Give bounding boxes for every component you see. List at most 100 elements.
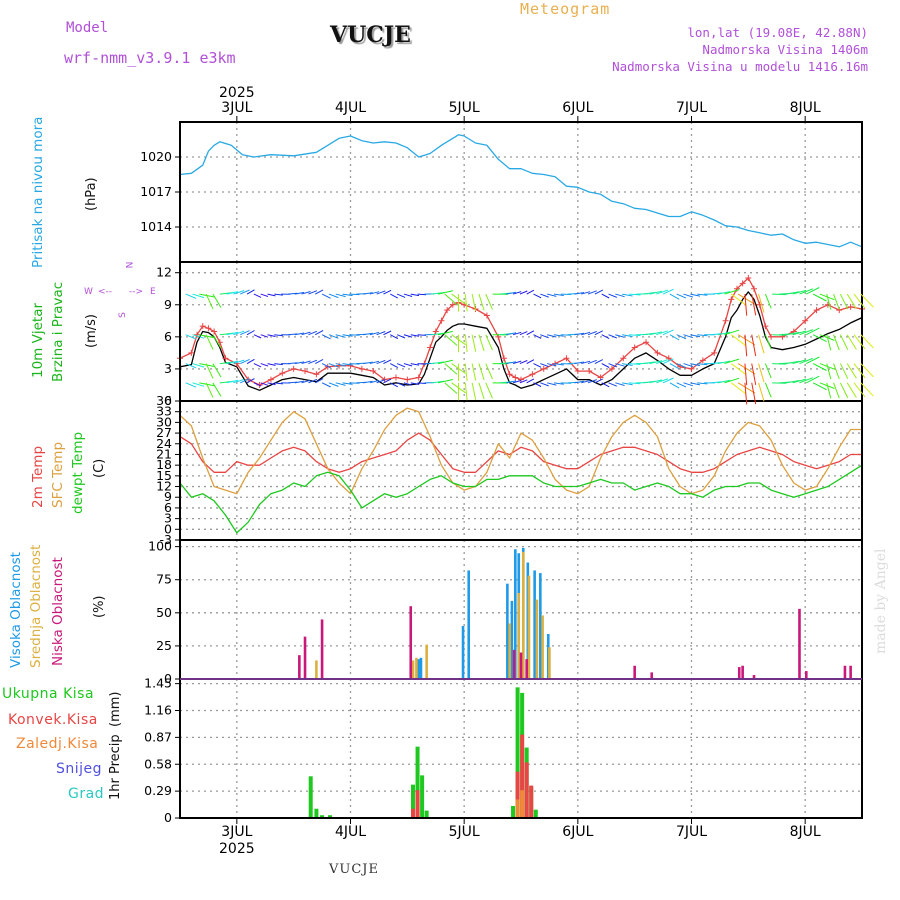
wind-arrow — [730, 334, 747, 347]
gust-marker — [199, 323, 206, 330]
gust-marker — [665, 355, 672, 362]
ytick-label-temperature: 18 — [156, 457, 172, 472]
wind-arrow — [444, 382, 458, 394]
wind-arrow — [812, 382, 827, 391]
wind-arrow — [321, 363, 331, 369]
bar-precip — [411, 784, 416, 818]
wind-arrow — [656, 330, 668, 336]
wind-arrow — [417, 334, 427, 336]
wind-arrow — [383, 289, 392, 295]
bar-clouds — [548, 647, 551, 679]
compass-west-label: W — [84, 287, 93, 297]
gust-marker — [768, 333, 775, 340]
wind-arrow — [744, 363, 748, 386]
wind-arrow — [547, 382, 557, 386]
wind-arrow — [485, 334, 493, 351]
gust-marker — [427, 344, 434, 351]
wind-arrow — [464, 334, 468, 353]
wind-arrow — [294, 332, 305, 336]
gust-marker — [290, 365, 297, 372]
bar-clouds — [467, 570, 471, 679]
bar-precip — [308, 776, 313, 818]
wind-arrow — [192, 334, 205, 339]
wind-arrow — [717, 291, 731, 295]
wind-arrow — [628, 382, 641, 385]
day-label-top: 6JUL — [562, 100, 593, 116]
wind-arrow — [519, 331, 528, 336]
ytick-label-pressure: 1014 — [140, 219, 172, 234]
wind-arrow — [608, 334, 617, 339]
bar-clouds — [419, 657, 423, 679]
wind-arrow — [464, 363, 468, 382]
wind-arrow — [697, 334, 708, 337]
wind-arrow — [785, 331, 800, 336]
wind-arrow — [540, 334, 549, 339]
day-label-bottom: 5JUL — [449, 824, 480, 840]
wind-arrow — [744, 334, 748, 357]
wind-arrow — [396, 293, 406, 298]
gust-marker — [438, 317, 445, 324]
wind-arrow — [205, 293, 214, 310]
wind-arrow — [649, 379, 663, 384]
wind-arrow — [608, 363, 617, 368]
bar-clouds — [521, 551, 525, 679]
wind-arrow — [274, 382, 283, 385]
wind-arrow — [267, 293, 276, 297]
wind-arrow — [581, 331, 591, 336]
bar-clouds — [415, 657, 418, 679]
wind-arrow — [860, 334, 874, 349]
wind-arrow — [628, 293, 641, 296]
wind-arrow — [267, 334, 276, 337]
wind-arrow — [464, 382, 468, 401]
gust-marker — [608, 365, 615, 372]
wind-arrow — [328, 293, 339, 299]
gust-marker — [188, 349, 195, 356]
wind-arrow — [853, 334, 866, 350]
wind-arrow — [383, 378, 392, 384]
wind-arrow — [294, 361, 305, 365]
ytick-label-wind: 6 — [164, 329, 172, 344]
wind-arrow — [860, 382, 874, 397]
ytick-label-precip: 0 — [164, 810, 172, 825]
wind-arrow — [512, 360, 522, 365]
wind-arrow — [506, 361, 517, 365]
ytick-label-precip: 1.45 — [144, 676, 172, 691]
wind-arrow — [274, 293, 283, 296]
wind-arrow — [396, 334, 406, 339]
wind-arrow — [615, 363, 625, 367]
wind-arrow — [574, 292, 585, 295]
wind-arrow — [369, 360, 380, 365]
wind-arrow — [574, 380, 585, 384]
wind-arrow — [533, 382, 542, 387]
wind-arrow — [253, 363, 262, 368]
wind-arrow — [806, 327, 820, 336]
wind-arrow — [464, 294, 468, 312]
wind-arrow — [676, 293, 687, 299]
wind-arrow — [806, 356, 820, 365]
bar-clouds — [298, 655, 301, 679]
wind-arrow — [519, 290, 528, 295]
wind-arrow — [349, 363, 360, 365]
wind-arrow — [581, 291, 591, 295]
wind-arrow — [369, 379, 380, 384]
wind-arrow — [587, 331, 597, 336]
ytick-label-clouds: 0 — [164, 671, 172, 686]
station-title: VUCJE — [330, 22, 411, 48]
precip-legend-convective: Konvek.Kisa — [8, 712, 98, 728]
ytick-label-pressure: 1020 — [140, 149, 172, 164]
wind-arrow — [246, 330, 255, 336]
wind-arrow — [839, 293, 849, 310]
bar-clouds — [303, 636, 307, 679]
wind-arrow — [553, 293, 564, 296]
wind-arrow — [301, 331, 311, 336]
gust-marker — [415, 374, 422, 381]
ytick-label-temperature: 27 — [156, 425, 172, 440]
bar-precip — [515, 771, 520, 818]
wind-arrow — [260, 293, 269, 297]
wind-arrow — [212, 363, 222, 378]
gust-marker — [563, 355, 570, 362]
bar-precip — [424, 810, 429, 818]
wind-arrow — [594, 289, 604, 295]
bar-precip — [415, 746, 420, 818]
